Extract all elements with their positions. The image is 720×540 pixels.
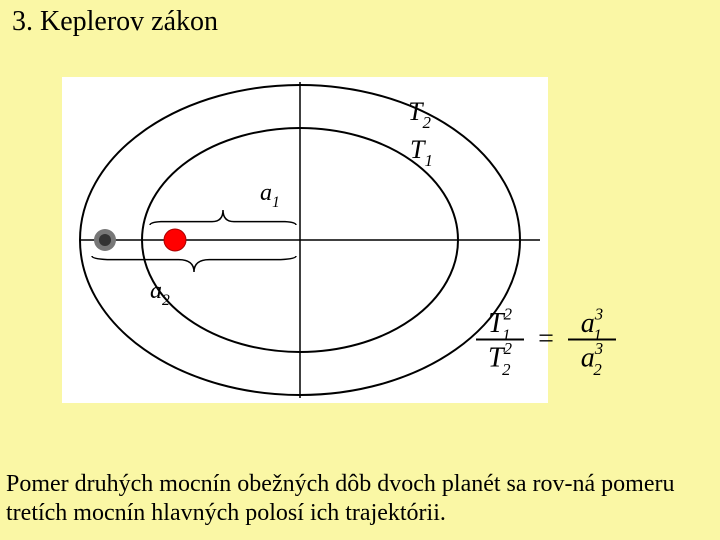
kepler-diagram: a1a2T1T2T21T22=a31a32 [0,50,720,440]
page-title: 3. Keplerov zákon [12,6,218,38]
sun-core-icon [99,234,111,246]
slide: 3. Keplerov zákon a1a2T1T2T21T22=a31a32 … [0,0,720,540]
eq-equals: = [538,323,554,354]
description-text: Pomer druhých mocnín obežných dôb dvoch … [6,470,714,528]
diagram-svg: a1a2T1T2T21T22=a31a32 [0,50,720,440]
planet-icon [164,229,186,251]
